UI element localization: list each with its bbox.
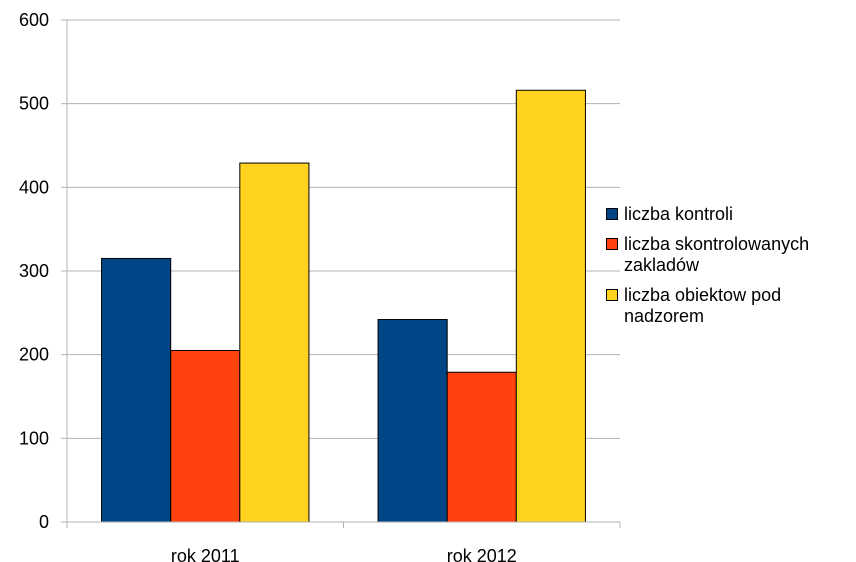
bar-3-2 — [515, 89, 586, 523]
bar-1-2 — [377, 319, 448, 523]
y-tick-label: 500 — [19, 94, 49, 114]
bars — [101, 89, 586, 523]
legend-swatch — [606, 208, 618, 220]
x-axis-labels: rok 2011 rok 2012 — [171, 546, 517, 562]
axes — [66, 20, 621, 528]
y-tick-label: 100 — [19, 428, 49, 448]
bar-1-1 — [101, 257, 172, 523]
x-tick-label: rok 2011 — [171, 546, 240, 562]
legend-swatch — [606, 238, 618, 250]
bar-2-1 — [170, 349, 241, 523]
y-tick-label: 200 — [19, 345, 49, 365]
legend-label: liczba kontroli — [624, 204, 734, 224]
legend-item: liczba kontroli — [606, 204, 856, 225]
legend: liczba kontroli liczba skontrolowanych za… — [606, 204, 856, 336]
legend-swatch — [606, 289, 618, 301]
y-tick-label: 600 — [19, 10, 49, 30]
bar-3-1 — [239, 162, 310, 523]
legend-item: liczba skontrolowanych zakladów — [606, 234, 856, 276]
y-tick-label: 400 — [19, 177, 49, 197]
legend-label: liczba obiektow pod nadzorem — [624, 285, 782, 326]
x-tick-label: rok 2012 — [447, 546, 517, 562]
y-tick-label: 300 — [19, 261, 49, 281]
y-tick-label: 0 — [39, 512, 49, 532]
legend-label: liczba skontrolowanych zakladów — [624, 234, 810, 275]
bar-2-2 — [446, 371, 517, 523]
legend-item: liczba obiektow pod nadzorem — [606, 285, 856, 327]
y-axis-ticks: 0 100 200 300 400 500 600 — [19, 10, 67, 532]
